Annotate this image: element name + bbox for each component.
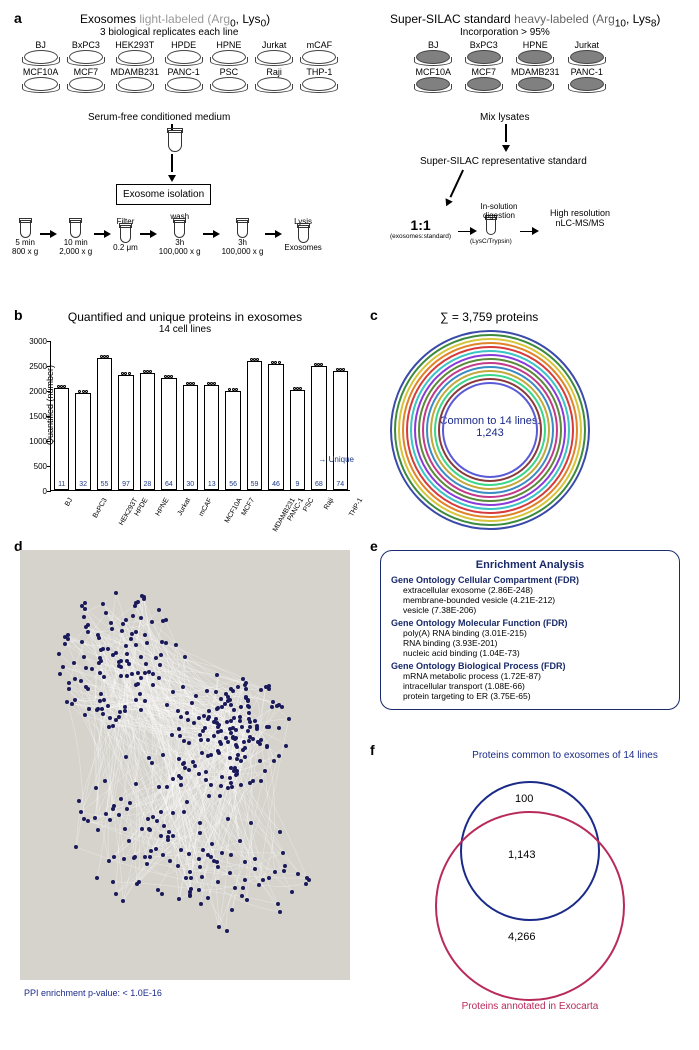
dish-hpde: HPDE xyxy=(163,40,204,65)
heavy-cell-lines: BJBxPC3HPNEJurkat MCF10AMCF7MDAMB231PANC-… xyxy=(410,40,610,92)
light-label: light-labeled (Arg xyxy=(139,12,230,26)
dish-thp-1: THP-1 xyxy=(299,67,340,92)
dish-hpne: HPNE xyxy=(208,40,249,65)
bar-hpde xyxy=(118,375,133,490)
unique-arrow: → Unique xyxy=(318,455,354,464)
isolation-step-5: LysisExosomes xyxy=(284,217,321,252)
heavy-dish-mdamb231: MDAMB231 xyxy=(511,67,560,92)
venn-bottom-label: Proteins annotated in Exocarta xyxy=(380,1001,680,1012)
bar-panc-1 xyxy=(268,364,283,490)
light-cell-lines: BJBxPC3HEK293THPDEHPNEJurkatmCAF MCF10AMC… xyxy=(20,40,340,92)
heavy-dish-panc-1: PANC-1 xyxy=(564,67,611,92)
dish-mcaf: mCAF xyxy=(299,40,340,65)
bar-mdamb231 xyxy=(247,361,262,490)
heavy-subtitle: Incorporation > 95% xyxy=(460,27,550,38)
bar-mcf10a xyxy=(204,385,219,490)
dish-bxpc3: BxPC3 xyxy=(65,40,106,65)
heavy-dish-mcf7: MCF7 xyxy=(460,67,507,92)
venn-circle-bottom xyxy=(435,811,625,1001)
isolation-step-4: 3h100,000 x g xyxy=(222,212,264,256)
panel-f-label: f xyxy=(370,742,375,758)
silac-standard-label: Super-SILAC representative standard xyxy=(420,156,587,167)
heavy-dish-jurkat: Jurkat xyxy=(564,40,611,65)
venn-bottom-value: 4,266 xyxy=(508,931,536,943)
dish-mcf10a: MCF10A xyxy=(20,67,61,92)
dish-mcf7: MCF7 xyxy=(65,67,106,92)
heavy-title: Super-SILAC standard xyxy=(390,12,511,26)
panel-c-rings: ∑ = 3,759 proteins Common to 14 lines: 1… xyxy=(370,310,680,540)
light-title: Exosomes xyxy=(80,12,136,26)
isolation-flow: 5 min800 x g 10 min2,000 x g Filter0.2 μm w… xyxy=(12,212,372,256)
ms-label: High resolution nLC-MS/MS xyxy=(544,208,616,228)
heavy-dish-hpne: HPNE xyxy=(511,40,560,65)
dish-mdamb231: MDAMB231 xyxy=(110,67,159,92)
venn-top-label: Proteins common to exosomes of 14 lines xyxy=(450,750,680,761)
panel-b-subtitle: 14 cell lines xyxy=(20,324,350,335)
heavy-dish-mcf10a: MCF10A xyxy=(410,67,456,92)
bar-psc xyxy=(290,390,305,490)
panel-c-total: ∑ = 3,759 proteins xyxy=(440,310,538,324)
serum-free-label: Serum-free conditioned medium xyxy=(88,112,230,123)
dish-panc-1: PANC-1 xyxy=(163,67,204,92)
bar-jurkat xyxy=(161,378,176,491)
ppi-pvalue: PPI enrichment p-value: < 1.0E-16 xyxy=(24,988,162,998)
panel-d-network: PPI enrichment p-value: < 1.0E-16 xyxy=(20,550,360,1010)
bar-thp-1 xyxy=(333,371,348,490)
bar-mcaf xyxy=(183,385,198,490)
ratio-block: 1:1 (exosomes:standard) xyxy=(390,217,451,240)
heavy-dish-bj: BJ xyxy=(410,40,456,65)
panel-f-venn: Proteins common to exosomes of 14 lines … xyxy=(380,750,680,1030)
dish-hek293t: HEK293T xyxy=(110,40,159,65)
bar-hek293t xyxy=(97,358,112,491)
isolation-step-1: 10 min2,000 x g xyxy=(59,212,92,256)
bar-bj xyxy=(54,388,69,491)
dish-psc: PSC xyxy=(208,67,249,92)
dish-jurkat: Jurkat xyxy=(254,40,295,65)
venn-intersection: 1,143 xyxy=(508,849,536,861)
bar-bxpc3 xyxy=(75,393,90,491)
isolation-step-2: Filter0.2 μm xyxy=(113,217,138,252)
isolation-step-3: wash3h100,000 x g xyxy=(159,212,201,256)
bar-raji xyxy=(311,366,326,490)
venn-top-value: 100 xyxy=(515,793,533,805)
panel-e-enrichment: Enrichment AnalysisGene Ontology Cellula… xyxy=(380,550,680,730)
heavy-dish-bxpc3: BxPC3 xyxy=(460,40,507,65)
bar-mcf7 xyxy=(225,391,240,490)
panel-e-label: e xyxy=(370,538,378,554)
digestion-label: In-solution digestion xyxy=(472,202,526,220)
bar-hpne xyxy=(140,373,155,491)
dish-raji: Raji xyxy=(254,67,295,92)
panel-b-barchart: Quantified and unique proteins in exosom… xyxy=(20,310,350,510)
light-subtitle: 3 biological replicates each line xyxy=(100,27,238,38)
medium-tube-icon xyxy=(168,130,182,152)
exosome-isolation-box: Exosome isolation xyxy=(116,184,211,205)
panel-a-workflow: Exosomes light-labeled (Arg0, Lys0) 3 bi… xyxy=(20,12,680,302)
mix-lysates-label: Mix lysates xyxy=(480,112,529,123)
panel-b-title: Quantified and unique proteins in exosom… xyxy=(20,310,350,324)
dish-bj: BJ xyxy=(20,40,61,65)
isolation-step-0: 5 min800 x g xyxy=(12,212,38,256)
heavy-label: heavy-labeled (Arg xyxy=(514,12,615,26)
